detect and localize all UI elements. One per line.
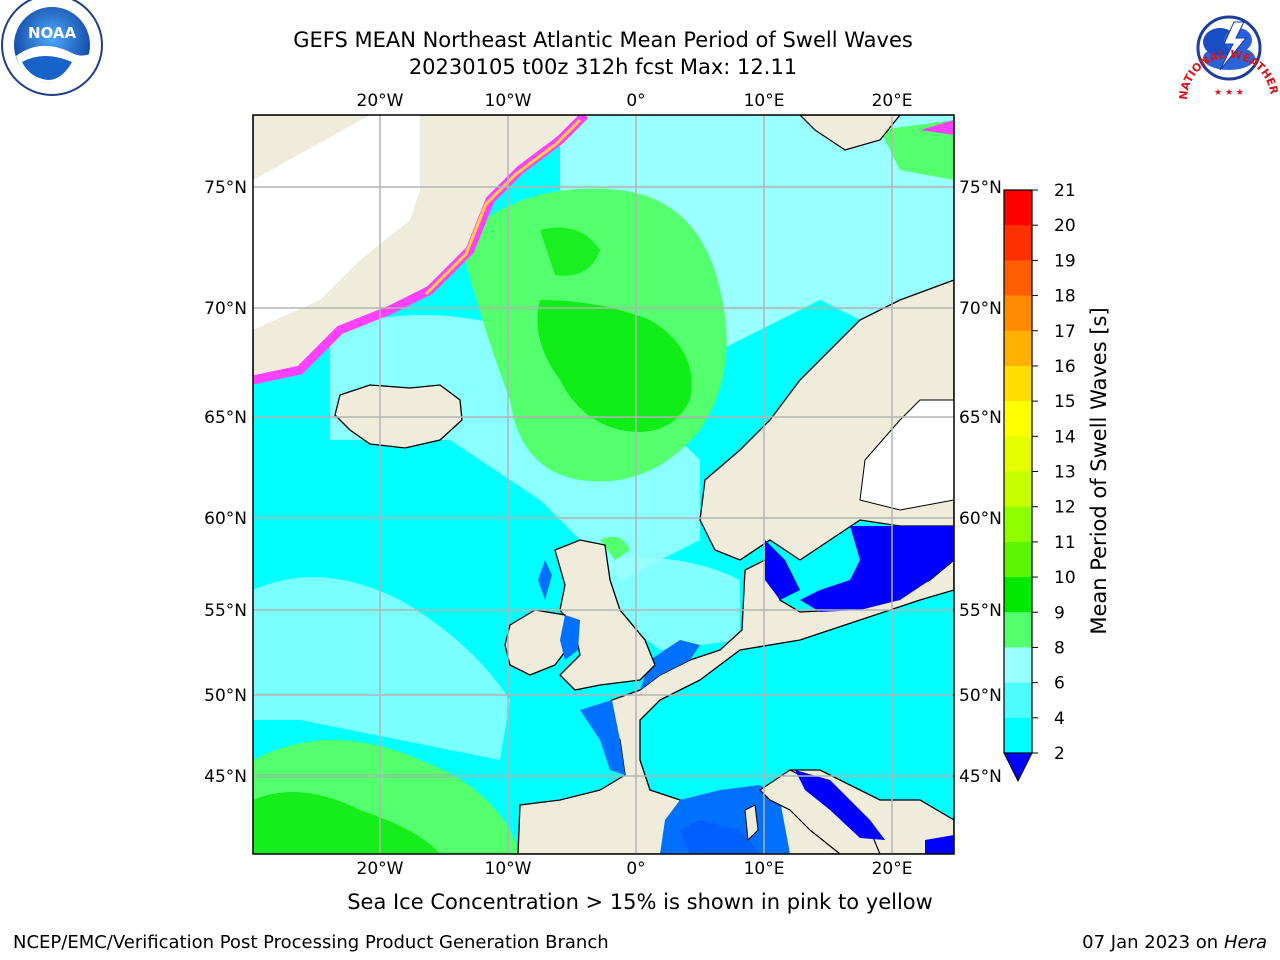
colorbar-segment — [1004, 330, 1032, 367]
lon-label: 10°W — [485, 859, 532, 879]
baltic-sea — [800, 526, 954, 612]
colorbar-tick-label: 13 — [1054, 463, 1076, 483]
lon-label: 0° — [626, 859, 645, 879]
colorbar-segment — [1004, 682, 1032, 719]
lon-label: 20°E — [872, 859, 913, 879]
noaa-logo: NOAA — [1, 0, 103, 96]
colorbar: 21 20 19 18 17 16 15 14 13 12 11 10 9 8 6 4 2 — [1003, 181, 1076, 783]
lat-label: 50°N — [959, 686, 1002, 706]
sea-ice-note: Sea Ice Concentration > 15% is shown in … — [347, 890, 933, 914]
lat-label: 75°N — [959, 178, 1002, 198]
map-area — [253, 115, 954, 854]
footer-date: 07 Jan 2023 on Hera — [1082, 932, 1267, 953]
colorbar-segment — [1004, 647, 1032, 684]
colorbar-tick-label: 16 — [1054, 357, 1076, 377]
lat-label: 55°N — [204, 601, 247, 621]
colorbar-tick-label: 18 — [1054, 287, 1076, 307]
colorbar-tick-label: 20 — [1054, 216, 1076, 236]
colorbar-segment — [1004, 260, 1032, 297]
colorbar-tick-label: 17 — [1054, 322, 1076, 342]
lat-labels-left: 75°N 70°N 65°N 60°N 55°N 50°N 45°N — [204, 178, 247, 787]
footer-machine: Hera — [1223, 932, 1267, 953]
colorbar-segment — [1004, 717, 1032, 754]
colorbar-tick-label: 11 — [1054, 533, 1076, 553]
colorbar-segment — [1004, 506, 1032, 543]
lon-label: 20°E — [872, 91, 913, 111]
lat-label: 75°N — [204, 178, 247, 198]
colorbar-tick-label: 9 — [1054, 603, 1065, 623]
colorbar-tick-label: 14 — [1054, 427, 1076, 447]
lat-label: 65°N — [204, 408, 247, 428]
colorbar-segment — [1004, 225, 1032, 261]
colorbar-tick-label: 15 — [1054, 392, 1076, 412]
lat-label: 65°N — [959, 408, 1002, 428]
chart-title: GEFS MEAN Northeast Atlantic Mean Period… — [293, 28, 913, 52]
map-frame — [252, 114, 955, 855]
chart-subtitle: 20230105 t00z 312h fcst Max: 12.11 — [408, 55, 798, 79]
colorbar-segment — [1004, 612, 1032, 648]
lon-labels-top: 20°W 10°W 0° 10°E 20°E — [357, 91, 913, 111]
nws-stars-icon: ★ ★ ★ — [1214, 88, 1244, 98]
colorbar-segment — [1004, 401, 1032, 437]
lat-label: 60°N — [959, 509, 1002, 529]
svg-text:NATIONAL WEATHER SERVICE: NATIONAL WEATHER SERVICE — [0, 0, 1280, 100]
lon-labels-bottom: 20°W 10°W 0° 10°E 20°E — [357, 859, 913, 879]
colorbar-tick-label: 2 — [1054, 744, 1065, 764]
lon-label: 10°W — [485, 91, 532, 111]
lat-label: 45°N — [959, 767, 1002, 787]
svalbard-land — [799, 115, 901, 151]
colorbar-segment — [1004, 541, 1032, 578]
lon-label: 0° — [626, 91, 645, 111]
bright-green-core — [537, 300, 692, 432]
nws-ring-text: NATIONAL WEATHER SERVICE — [0, 0, 1280, 100]
colorbar-tick-label: 12 — [1054, 498, 1076, 518]
lat-label: 50°N — [204, 686, 247, 706]
colorbar-segment — [1004, 295, 1032, 332]
noaa-logo-text: NOAA — [28, 24, 77, 42]
lat-label: 70°N — [204, 299, 247, 319]
lat-label: 60°N — [204, 509, 247, 529]
lon-label: 20°W — [357, 91, 404, 111]
adriatic-sea — [795, 770, 885, 840]
colorbar-segment — [1004, 436, 1032, 472]
lat-labels-right: 75°N 70°N 65°N 60°N 55°N 50°N 45°N — [959, 178, 1002, 787]
colorbar-segment — [1004, 365, 1032, 402]
lon-label: 10°E — [744, 91, 785, 111]
colorbar-tick-label: 8 — [1054, 638, 1065, 658]
footer-credit: NCEP/EMC/Verification Post Processing Pr… — [13, 932, 609, 953]
colorbar-tick-label: 6 — [1054, 674, 1065, 694]
lon-label: 10°E — [744, 859, 785, 879]
colorbar-label: Mean Period of Swell Waves [s] — [1087, 307, 1111, 634]
colorbar-tick-label: 4 — [1054, 709, 1065, 729]
colorbar-segment — [1004, 471, 1032, 508]
footer-date-text: 07 Jan 2023 on — [1082, 932, 1224, 953]
colorbar-segment — [1004, 190, 1032, 226]
colorbar-tick-label: 19 — [1054, 251, 1076, 271]
graticule — [253, 115, 954, 854]
colorbar-segment — [1004, 577, 1032, 613]
ireland-land — [504, 609, 571, 676]
lon-label: 20°W — [357, 859, 404, 879]
lat-label: 45°N — [204, 767, 247, 787]
colorbar-under-arrow — [1003, 752, 1033, 783]
lat-label: 70°N — [959, 299, 1002, 319]
colorbar-tick-label: 21 — [1054, 181, 1076, 201]
nws-logo: NATIONAL WEATHER SERVICE ★ ★ ★ — [0, 0, 1280, 100]
colorbar-tick-label: 10 — [1054, 568, 1076, 588]
lat-label: 55°N — [959, 601, 1002, 621]
